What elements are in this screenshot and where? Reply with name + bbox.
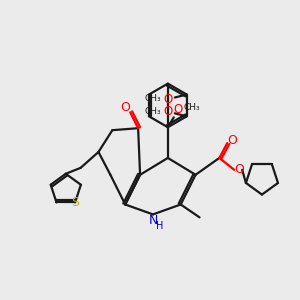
Text: O: O [163,93,172,106]
Text: O: O [234,163,244,176]
Text: CH₃: CH₃ [145,94,161,103]
Text: CH₃: CH₃ [145,107,161,116]
Text: H: H [156,221,164,231]
Text: O: O [173,103,182,116]
Text: O: O [163,105,172,118]
Text: O: O [120,101,130,114]
Text: N: N [148,214,158,227]
Text: CH₃: CH₃ [183,103,200,112]
Text: O: O [227,134,237,147]
Text: S: S [71,196,79,209]
